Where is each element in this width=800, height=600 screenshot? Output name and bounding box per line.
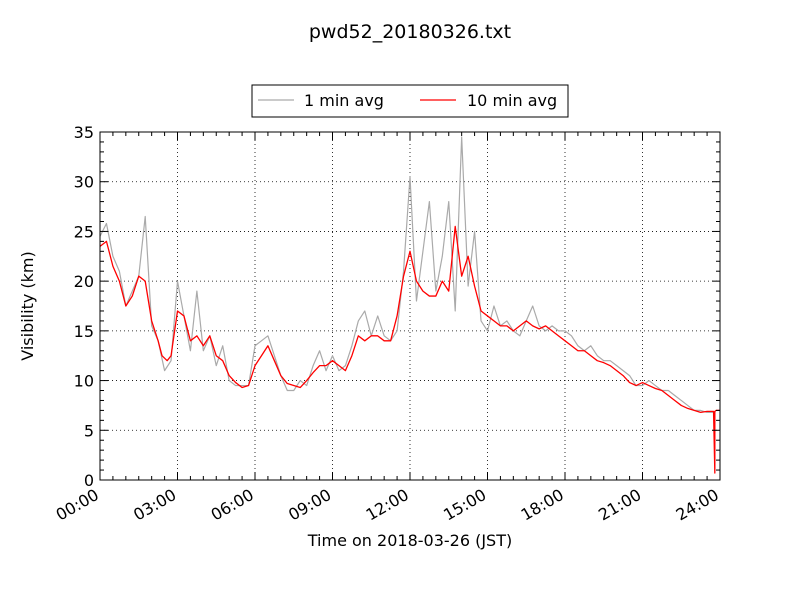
series-line-1-min-avg [99,136,714,413]
y-tick-labels: 0 5 10 15 20 25 30 35 [74,123,94,490]
chart-title: pwd52_20180326.txt [309,21,511,43]
y-axis-label: Visibility (km) [18,251,37,360]
x-tick-labels: 00:00 03:00 06:00 09:00 12:00 15:00 18:00 21:00… [53,485,722,525]
y-tick-label: 25 [74,222,94,241]
x-tick-label: 00:00 [53,485,102,525]
y-tick-label: 0 [84,471,94,490]
x-axis-label: Time on 2018-03-26 (JST) [307,531,512,550]
legend-label-1-min-avg: 1 min avg [304,91,384,110]
x-tick-label: 21:00 [595,485,644,525]
y-tick-label: 35 [74,123,94,142]
plot-background [100,132,720,480]
legend: 1 min avg 10 min avg [251,84,569,118]
series-1-min-avg-group [99,136,714,413]
x-tick-label: 12:00 [363,485,412,525]
series-line-10-min-avg [99,225,720,474]
grid-lines [100,132,720,480]
series-10-min-avg-group [99,225,720,474]
plot-frame [99,131,721,481]
x-tick-label: 15:00 [440,485,489,525]
y-tick-label: 5 [84,421,94,440]
x-tick-label: 03:00 [130,485,179,525]
y-tick-label: 10 [74,372,94,391]
y-tick-label: 15 [74,322,94,341]
y-tick-label: 30 [74,173,94,192]
x-tick-label: 18:00 [518,485,567,525]
y-tick-label: 20 [74,272,94,291]
legend-box [251,84,569,118]
legend-label-10-min-avg: 10 min avg [467,91,557,110]
x-tick-label: 06:00 [208,485,257,525]
x-tick-label: 09:00 [285,485,334,525]
x-tick-label: 24:00 [673,485,722,525]
